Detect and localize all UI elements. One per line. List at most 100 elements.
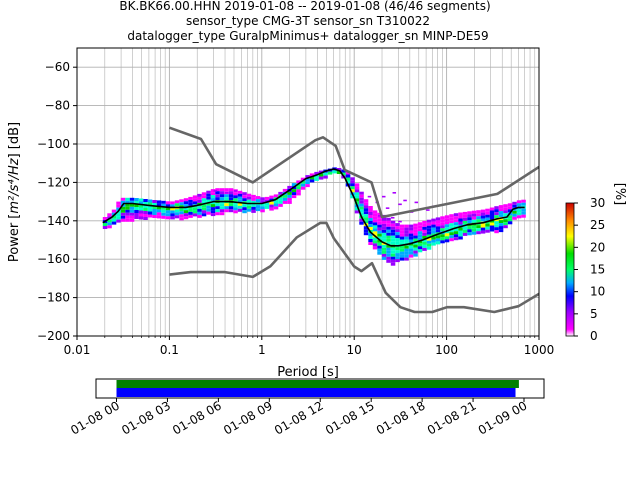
histogram-cell [494, 227, 499, 231]
histogram-cell [134, 207, 139, 210]
histogram-cell [408, 254, 414, 258]
histogram-cell [431, 221, 436, 225]
histogram-cell [462, 226, 468, 230]
histogram-cell [165, 207, 171, 211]
histogram-cell [125, 197, 130, 201]
histogram-cell [233, 195, 238, 199]
histogram-cell [462, 232, 468, 236]
histogram-cell [327, 171, 333, 175]
histogram-cell [201, 213, 207, 217]
histogram-cell [269, 204, 274, 208]
noise-model-curves [102, 126, 539, 314]
histogram-cell [300, 177, 306, 181]
histogram-cell [377, 221, 382, 225]
histogram-cell [215, 188, 220, 192]
histogram-cell [219, 194, 225, 198]
histogram-cell [129, 200, 135, 204]
histogram-cell [507, 206, 513, 210]
histogram-cell [363, 202, 369, 206]
histogram-cell [170, 213, 175, 217]
histogram-cell [134, 210, 139, 213]
mean-psd-line [102, 168, 525, 247]
histogram-cell [170, 201, 175, 205]
histogram-cell [485, 217, 490, 221]
histogram-cell [372, 213, 378, 217]
histogram-cell [435, 220, 441, 224]
histogram-cell [458, 227, 463, 231]
histogram-cell [215, 212, 220, 216]
histogram-cell [359, 209, 364, 213]
histogram-cell [404, 224, 409, 228]
histogram-cell [156, 203, 162, 207]
histogram-cell [323, 175, 328, 179]
histogram-cell [489, 207, 495, 211]
histogram-cell [269, 201, 274, 205]
histogram-cell [147, 208, 153, 212]
histogram-cell [413, 241, 418, 245]
histogram-cell [129, 215, 135, 219]
histogram-cell [381, 253, 387, 257]
histogram-cell [516, 212, 522, 216]
histogram-cell [498, 223, 504, 227]
timeline-tick-label: 01-08 00 [68, 398, 122, 437]
histogram-cell [377, 233, 382, 237]
histogram-cell [489, 222, 495, 226]
title-line-3: datalogger_type GuralpMinimus+ datalogge… [127, 29, 488, 43]
histogram-cell [116, 210, 121, 214]
histogram-cell [174, 200, 180, 204]
histogram-cell [390, 241, 396, 245]
histogram-cell [120, 200, 126, 204]
histogram-cell [498, 226, 504, 230]
histogram-cell [224, 206, 229, 210]
histogram-cell [368, 209, 373, 212]
histogram-cell [210, 198, 216, 202]
histogram-cell [170, 210, 175, 214]
histogram-cell [206, 208, 211, 212]
histogram-cell [246, 199, 252, 203]
histogram-cell [494, 221, 499, 225]
histogram-cell [345, 180, 351, 184]
histogram-cell [300, 186, 306, 190]
histogram-cell [201, 198, 207, 202]
histogram-cell [489, 228, 495, 232]
histogram-cell [350, 186, 355, 190]
colorbar-gradient [565, 202, 575, 337]
colorbar-tick-label: 25 [590, 218, 605, 232]
histogram-cell [215, 197, 220, 201]
histogram-cell [422, 232, 427, 236]
histogram-cell [269, 207, 274, 211]
histogram-cell [462, 220, 468, 224]
histogram-cell [152, 206, 157, 209]
histogram-cell [197, 199, 202, 203]
histogram-cell [377, 230, 382, 234]
histogram-cell [368, 233, 373, 236]
histogram-cell [129, 212, 135, 216]
histogram-cell [417, 240, 423, 244]
x-tick-label: 1 [258, 343, 266, 357]
histogram-cell [372, 231, 378, 235]
histogram-cell [386, 226, 391, 230]
histogram-outlier-cell [390, 216, 395, 219]
histogram-cell [453, 213, 459, 217]
histogram-cell [228, 197, 234, 201]
histogram-cell [503, 222, 508, 226]
histogram-cell [422, 238, 427, 242]
histogram-cell [242, 207, 247, 211]
histogram-cell [323, 172, 328, 176]
histogram-cell [422, 244, 427, 248]
histogram-cell [390, 229, 396, 233]
histogram-cell [395, 247, 400, 251]
histogram-cell [489, 213, 495, 217]
histogram-cell [417, 225, 423, 229]
histogram-cell [228, 194, 234, 198]
histogram-cell [458, 230, 463, 234]
histogram-cell [116, 213, 121, 217]
histogram-cell [206, 193, 211, 197]
histogram-cell [494, 224, 499, 228]
histogram-cell [377, 242, 382, 246]
histogram-cell [206, 202, 211, 206]
histogram-cell [228, 203, 234, 207]
histogram-cell [503, 210, 508, 214]
histogram-cell [359, 203, 364, 207]
histogram-cell [417, 243, 423, 247]
